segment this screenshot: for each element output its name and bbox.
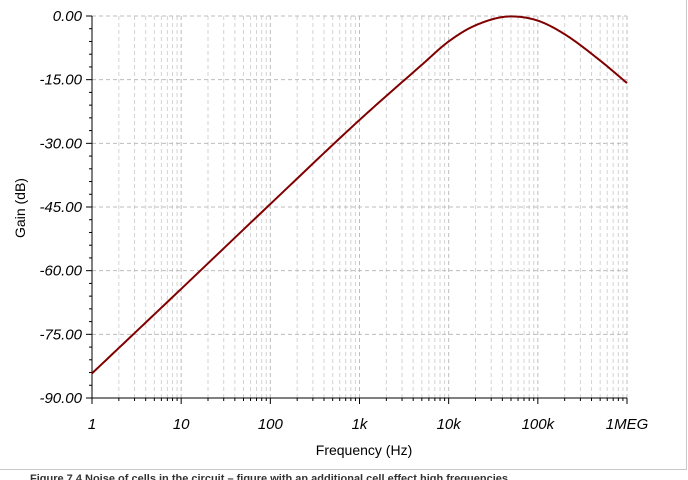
y-tick-label: -90.00: [39, 390, 82, 407]
y-tick-label: -75.00: [39, 326, 82, 343]
series: [91, 15, 628, 375]
tick-labels: 0.00 -15.00 -30.00 -45.00 -60.00 -75.00 -90.00…: [39, 8, 648, 433]
y-tick-label: -60.00: [39, 263, 82, 280]
gain-frequency-chart: 0.00 -15.00 -30.00 -45.00 -60.00 -75.00 -90.00…: [12, 8, 649, 458]
x-axis-title: Frequency (Hz): [316, 442, 412, 458]
x-tick-label: 1: [88, 416, 96, 433]
series-line: [91, 15, 628, 375]
x-tick-label: 1MEG: [606, 416, 649, 433]
x-tick-label: 100: [258, 416, 284, 433]
x-tick-label: 10: [173, 416, 190, 433]
y-tick-label: -30.00: [39, 135, 82, 152]
y-tick-label: -45.00: [39, 199, 82, 216]
y-axis-title: Gain (dB): [12, 178, 28, 238]
figure-frame: [0, 0, 687, 470]
axes: [86, 15, 628, 404]
grid: [92, 15, 628, 398]
x-tick-label: 10k: [437, 416, 463, 433]
y-tick-label: -15.00: [39, 72, 82, 89]
x-tick-label: 1k: [352, 416, 369, 433]
figure-caption: Figure 7.4 Noise of cells in the circuit…: [30, 473, 508, 480]
y-tick-label: 0.00: [53, 8, 83, 25]
x-tick-label: 100k: [522, 416, 556, 433]
